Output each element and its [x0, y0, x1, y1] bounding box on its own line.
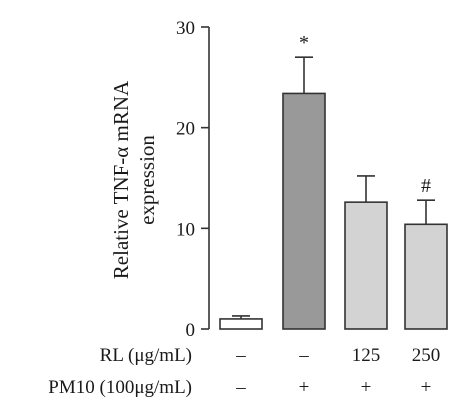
- condition-value: 250: [412, 345, 441, 366]
- y-tick-label: 30: [176, 18, 195, 39]
- condition-value: –: [235, 377, 246, 398]
- y-axis-title-line2: expression: [135, 135, 159, 225]
- condition-value: +: [361, 377, 372, 398]
- y-tick-label: 20: [176, 119, 195, 140]
- y-tick-label: 10: [176, 219, 195, 240]
- bar: [404, 223, 448, 330]
- condition-label: RL (μg/mL): [100, 345, 192, 366]
- condition-value: +: [299, 377, 310, 398]
- bars-group: *#: [219, 32, 448, 330]
- y-tick-label: 0: [186, 320, 196, 341]
- condition-value: –: [235, 345, 246, 366]
- y-axis-title-line1: Relative TNF-α mRNA: [109, 80, 133, 279]
- bar: [344, 201, 388, 330]
- condition-value: 125: [352, 345, 381, 366]
- bar: [282, 92, 326, 330]
- y-axis: 0 10 20 30: [176, 18, 210, 341]
- bar: [219, 318, 263, 330]
- condition-value: +: [421, 377, 432, 398]
- condition-label: PM10 (100μg/mL): [48, 377, 192, 398]
- condition-table: RL (μg/mL) – – 125 250 PM10 (100μg/mL) – + + +: [48, 345, 440, 398]
- condition-value: –: [298, 345, 309, 366]
- significance-mark: #: [421, 175, 431, 197]
- significance-mark: *: [299, 32, 309, 54]
